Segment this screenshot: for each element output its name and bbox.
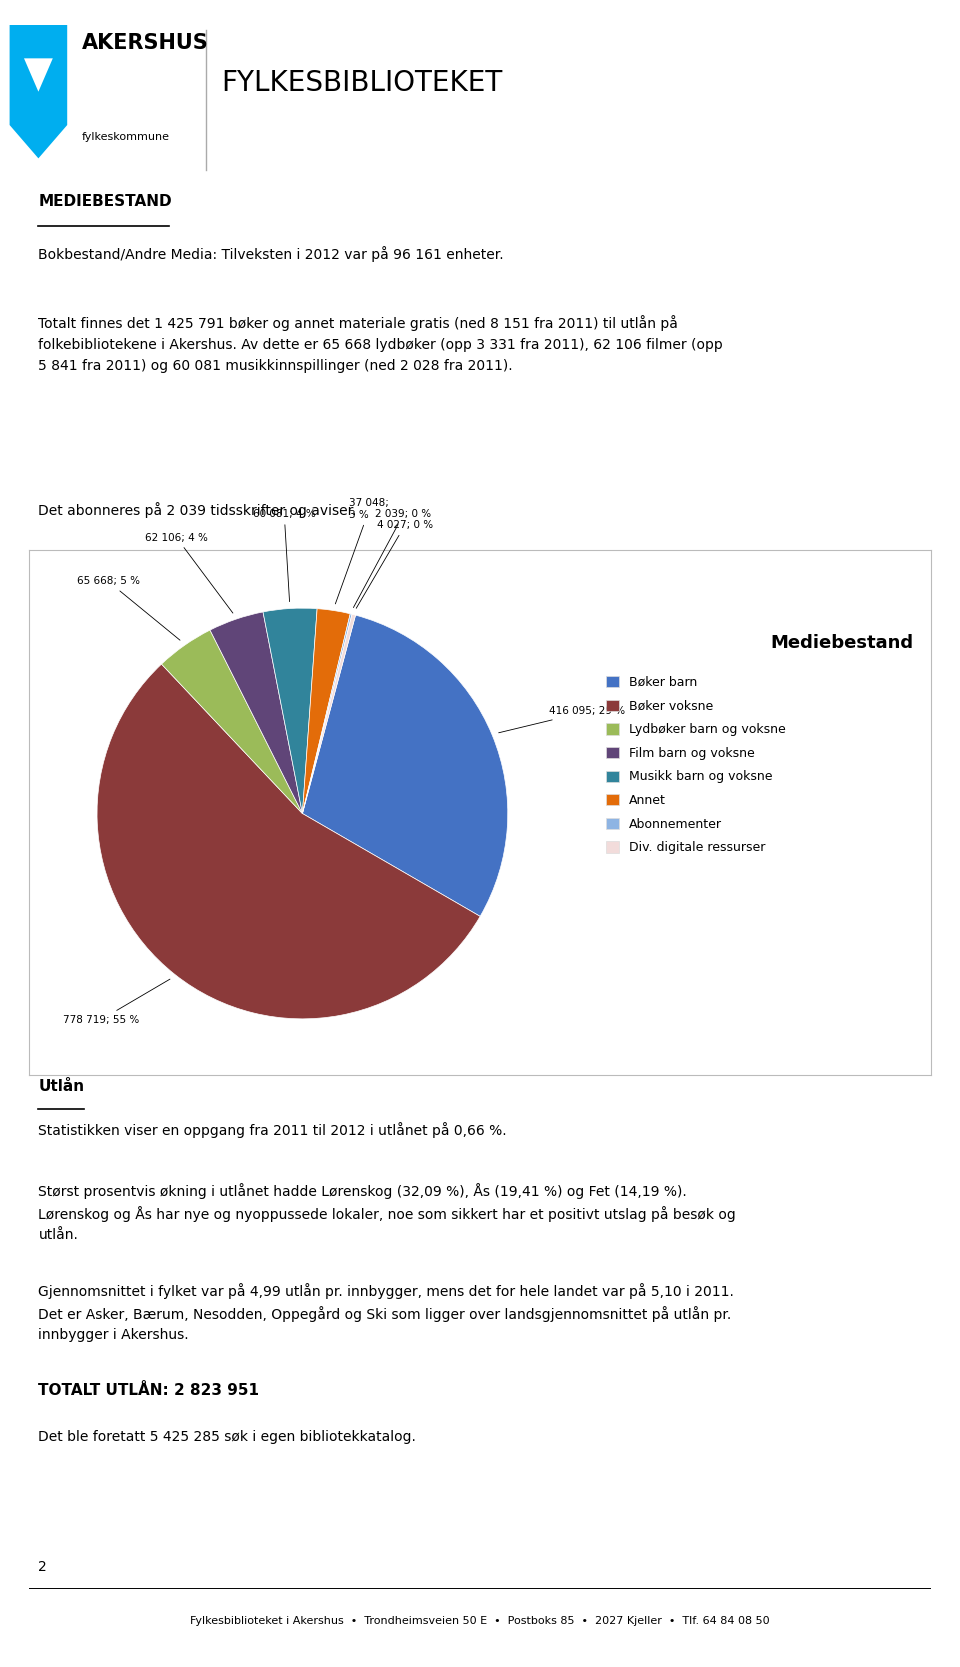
Text: FYLKESBIBLIOTEKET: FYLKESBIBLIOTEKET — [221, 70, 502, 97]
Text: 4 027; 0 %: 4 027; 0 % — [356, 520, 433, 608]
Text: Det ble foretatt 5 425 285 søk i egen bibliotekkatalog.: Det ble foretatt 5 425 285 søk i egen bi… — [38, 1430, 417, 1444]
Wedge shape — [302, 613, 352, 813]
Text: 60 081; 4 %: 60 081; 4 % — [252, 508, 316, 602]
Wedge shape — [302, 613, 355, 813]
Text: 778 719; 55 %: 778 719; 55 % — [63, 979, 170, 1025]
Polygon shape — [24, 58, 53, 92]
Text: 416 095; 29 %: 416 095; 29 % — [498, 707, 625, 733]
Wedge shape — [302, 608, 350, 813]
Wedge shape — [210, 612, 302, 813]
Wedge shape — [302, 615, 508, 917]
Text: Totalt finnes det 1 425 791 bøker og annet materiale gratis (ned 8 151 fra 2011): Totalt finnes det 1 425 791 bøker og ann… — [38, 315, 723, 372]
Wedge shape — [263, 608, 317, 813]
Text: 2: 2 — [38, 1560, 47, 1574]
Text: Størst prosentvis økning i utlånet hadde Lørenskog (32,09 %), Ås (19,41 %) og Fe: Størst prosentvis økning i utlånet hadde… — [38, 1184, 736, 1242]
Text: 62 106; 4 %: 62 106; 4 % — [145, 532, 233, 613]
Text: Utlån: Utlån — [38, 1079, 84, 1094]
Text: Det abonneres på 2 039 tidsskrifter og aviser.: Det abonneres på 2 039 tidsskrifter og a… — [38, 502, 357, 518]
Text: Statistikken viser en oppgang fra 2011 til 2012 i utlånet på 0,66 %.: Statistikken viser en oppgang fra 2011 t… — [38, 1122, 507, 1139]
Text: 2 039; 0 %: 2 039; 0 % — [353, 508, 432, 607]
Text: 37 048;
3 %: 37 048; 3 % — [335, 498, 390, 603]
Wedge shape — [97, 663, 480, 1019]
Text: fylkeskommune: fylkeskommune — [82, 132, 170, 142]
Text: TOTALT UTLÅN: 2 823 951: TOTALT UTLÅN: 2 823 951 — [38, 1384, 259, 1399]
Text: Bokbestand/Andre Media: Tilveksten i 2012 var på 96 161 enheter.: Bokbestand/Andre Media: Tilveksten i 201… — [38, 245, 504, 262]
Text: 65 668; 5 %: 65 668; 5 % — [77, 577, 180, 640]
Text: Mediebestand: Mediebestand — [770, 633, 913, 652]
Text: Fylkesbiblioteket i Akershus  •  Trondheimsveien 50 E  •  Postboks 85  •  2027 K: Fylkesbiblioteket i Akershus • Trondheim… — [190, 1617, 770, 1625]
Text: MEDIEBESTAND: MEDIEBESTAND — [38, 195, 172, 210]
Wedge shape — [161, 630, 302, 813]
Text: Gjennomsnittet i fylket var på 4,99 utlån pr. innbygger, mens det for hele lande: Gjennomsnittet i fylket var på 4,99 utlå… — [38, 1284, 734, 1342]
Legend: Bøker barn, Bøker voksne, Lydbøker barn og voksne, Film barn og voksne, Musikk b: Bøker barn, Bøker voksne, Lydbøker barn … — [607, 677, 785, 855]
Text: AKERSHUS: AKERSHUS — [82, 33, 208, 53]
Polygon shape — [10, 25, 67, 158]
